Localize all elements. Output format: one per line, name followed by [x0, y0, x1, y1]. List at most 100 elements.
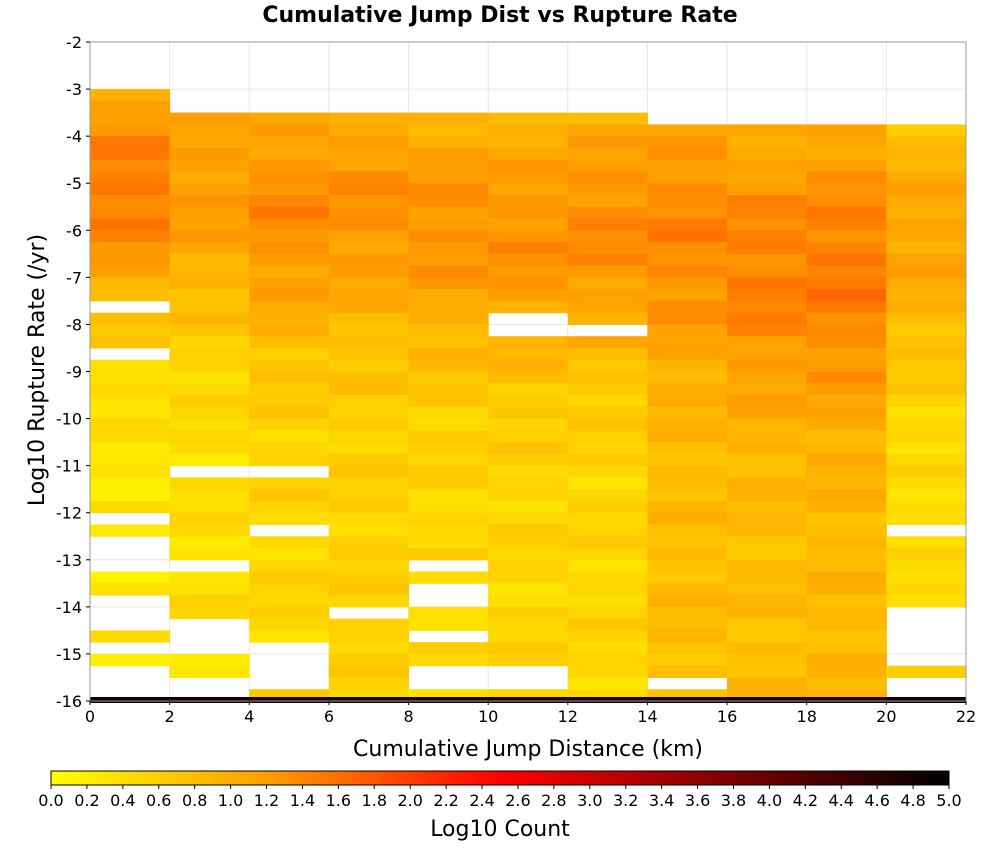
heatmap-cell: [727, 183, 808, 196]
heatmap-cell: [647, 230, 728, 243]
heatmap-cell: [727, 371, 808, 384]
heatmap-cell: [169, 500, 250, 514]
heatmap-cell: [886, 371, 967, 384]
heatmap-bottom-row: [90, 697, 966, 703]
heatmap-cell: [886, 324, 967, 337]
heatmap-cell: [249, 583, 330, 596]
heatmap-cell: [488, 618, 569, 631]
colorbar-tick-label: 4.0: [757, 791, 782, 810]
heatmap-cell: [647, 630, 728, 643]
heatmap-cell: [408, 136, 489, 149]
heatmap-cell: [169, 536, 250, 549]
heatmap-cell: [169, 289, 250, 302]
heatmap-cell: [169, 653, 250, 667]
heatmap-cell: [727, 418, 808, 431]
heatmap-cell: [90, 383, 171, 396]
heatmap-cell: [567, 595, 648, 608]
heatmap-cell: [567, 653, 648, 667]
heatmap-cell: [169, 583, 250, 596]
heatmap-cell: [328, 477, 410, 490]
heatmap-cell: [488, 147, 569, 161]
heatmap-cell: [408, 183, 489, 196]
heatmap-cell: [249, 171, 330, 184]
y-axis-ticks: -2 -3 -4 -5 -6 -7 -8 -9 -10 -11 -12 -13 -14 -15 -16: [56, 33, 90, 711]
heatmap-cell: [806, 524, 887, 537]
heatmap-cell: [806, 147, 887, 161]
x-tick-label: 18: [797, 707, 817, 726]
colorbar-tick-label: 1.8: [362, 791, 387, 810]
heatmap-cell: [90, 465, 171, 478]
heatmap-cell: [328, 230, 410, 243]
heatmap-cell: [567, 312, 648, 325]
heatmap-cell: [806, 347, 887, 361]
heatmap-cell: [806, 242, 887, 255]
heatmap-cell: [90, 336, 171, 349]
heatmap-cell: [806, 230, 887, 243]
heatmap-cell: [727, 136, 808, 149]
heatmap-cell: [647, 371, 728, 384]
heatmap-cell: [727, 524, 808, 537]
heatmap-cell: [647, 665, 728, 678]
heatmap-cell: [169, 406, 250, 420]
heatmap-cell: [328, 653, 410, 667]
heatmap-cell: [90, 406, 171, 420]
heatmap-cell: [806, 300, 887, 314]
x-axis-label: Cumulative Jump Distance (km): [353, 737, 703, 762]
heatmap-cell: [567, 606, 648, 620]
heatmap-cell: [727, 300, 808, 314]
colorbar-tick-label: 1.0: [218, 791, 243, 810]
heatmap-cell: [567, 395, 648, 408]
heatmap-cell: [249, 336, 330, 349]
heatmap-cell: [169, 395, 250, 408]
heatmap-cell: [567, 418, 648, 431]
heatmap-cell: [408, 453, 489, 467]
heatmap-cell: [408, 230, 489, 243]
heatmap-cell: [488, 124, 569, 137]
heatmap-cell: [806, 312, 887, 325]
colorbar-tick-label: 2.6: [505, 791, 530, 810]
heatmap-cell: [727, 630, 808, 643]
heatmap-cell: [727, 453, 808, 467]
heatmap-cell: [328, 430, 410, 443]
heatmap-cell: [488, 265, 569, 278]
y-tick-label: -12: [56, 504, 82, 523]
heatmap-cell: [488, 606, 569, 620]
heatmap-cell: [567, 242, 648, 255]
y-tick-label: -8: [66, 315, 82, 334]
heatmap-cell: [647, 124, 728, 137]
heatmap-cell: [328, 442, 410, 455]
colorbar-tick-label: 0.6: [146, 791, 171, 810]
heatmap-cell: [90, 324, 171, 337]
heatmap-cell: [647, 336, 728, 349]
colorbar-tick-label: 3.8: [721, 791, 746, 810]
heatmap-cell: [90, 112, 171, 125]
heatmap-cell: [886, 595, 967, 608]
heatmap-cell: [567, 536, 648, 549]
heatmap-cell: [328, 218, 410, 231]
heatmap-cell: [408, 277, 489, 290]
heatmap-cell: [169, 147, 250, 161]
y-tick-label: -9: [66, 363, 82, 382]
heatmap-cell: [727, 512, 808, 525]
heatmap-cell: [169, 571, 250, 584]
chart-title: Cumulative Jump Dist vs Rupture Rate: [262, 3, 737, 28]
heatmap-cell: [249, 406, 330, 420]
heatmap-cell: [249, 277, 330, 290]
heatmap-cell: [90, 430, 171, 443]
heatmap-cell: [886, 171, 967, 184]
x-tick-label: 12: [558, 707, 578, 726]
heatmap-cell: [647, 194, 728, 208]
heatmap-cell: [727, 324, 808, 337]
heatmap-cell: [408, 194, 489, 208]
heatmap-cell: [328, 465, 410, 478]
heatmap-cell: [408, 489, 489, 502]
heatmap-cell: [567, 359, 648, 372]
heatmap-cell: [727, 665, 808, 678]
heatmap-cell: [90, 206, 171, 220]
heatmap-cell: [806, 677, 887, 690]
heatmap-cell: [567, 442, 648, 455]
heatmap-cell: [647, 536, 728, 549]
heatmap-cell: [169, 124, 250, 137]
heatmap-cell: [90, 489, 171, 502]
heatmap-cell: [647, 571, 728, 584]
